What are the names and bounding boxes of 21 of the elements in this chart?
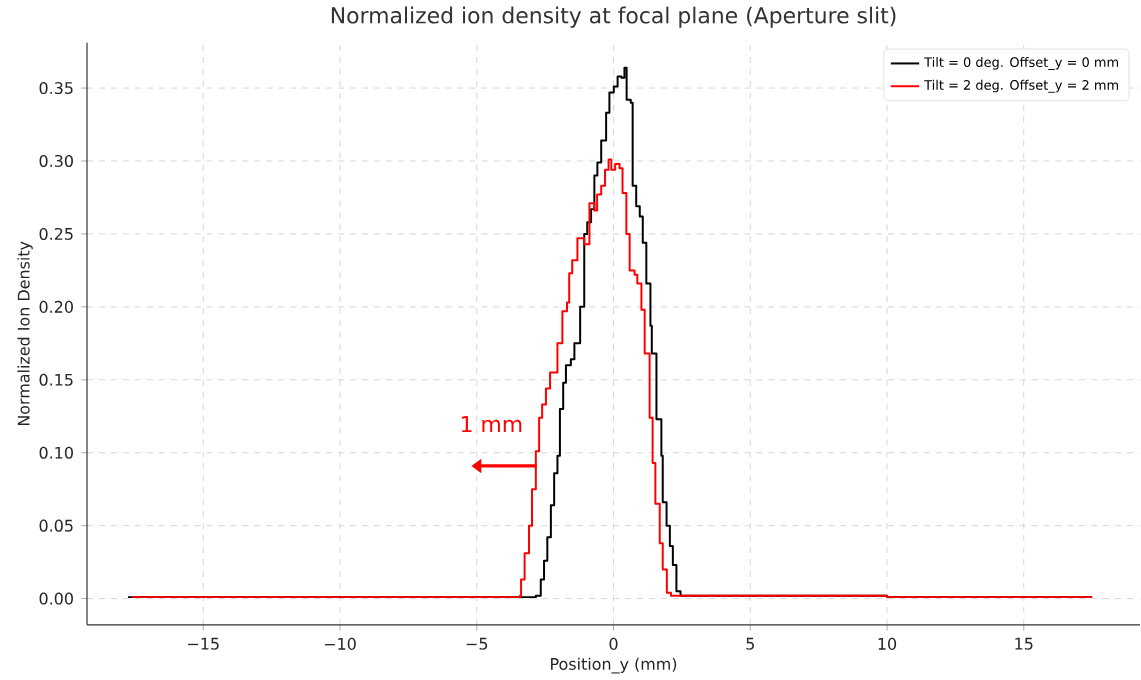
x-tick-label: −5	[466, 637, 488, 650]
y-tick-label: 0.05	[39, 519, 73, 532]
x-tick-label: 10	[878, 637, 897, 650]
y-tick-label: 0.10	[39, 446, 73, 459]
y-tick-label: 0.35	[39, 81, 73, 95]
x-tick-label: 15	[1015, 637, 1033, 650]
x-axis-title: Position_y (mm)	[551, 657, 677, 674]
x-tick-label: −10	[324, 637, 356, 650]
x-tick-label: 0	[609, 637, 618, 650]
y-tick-label: 0.30	[39, 154, 73, 167]
legend-label: Tilt = 0 deg. Offset_y = 0 mm	[924, 56, 1118, 70]
x-tick-label: 5	[746, 637, 754, 650]
y-tick-label: 0.25	[39, 227, 73, 240]
y-axis-title: Normalized Ion Density	[17, 241, 33, 426]
annotation: 1 mm	[461, 416, 522, 432]
y-tick-label: 0.20	[39, 300, 73, 313]
y-tick-label: 0.15	[39, 373, 73, 386]
legend-label: Tilt = 2 deg. Offset_y = 2 mm	[924, 79, 1118, 93]
y-tick-label: 0.00	[39, 592, 73, 605]
chart-title: Normalized ion density at focal plane (Aperture slit)	[331, 6, 896, 28]
x-tick-label: −15	[188, 637, 219, 650]
